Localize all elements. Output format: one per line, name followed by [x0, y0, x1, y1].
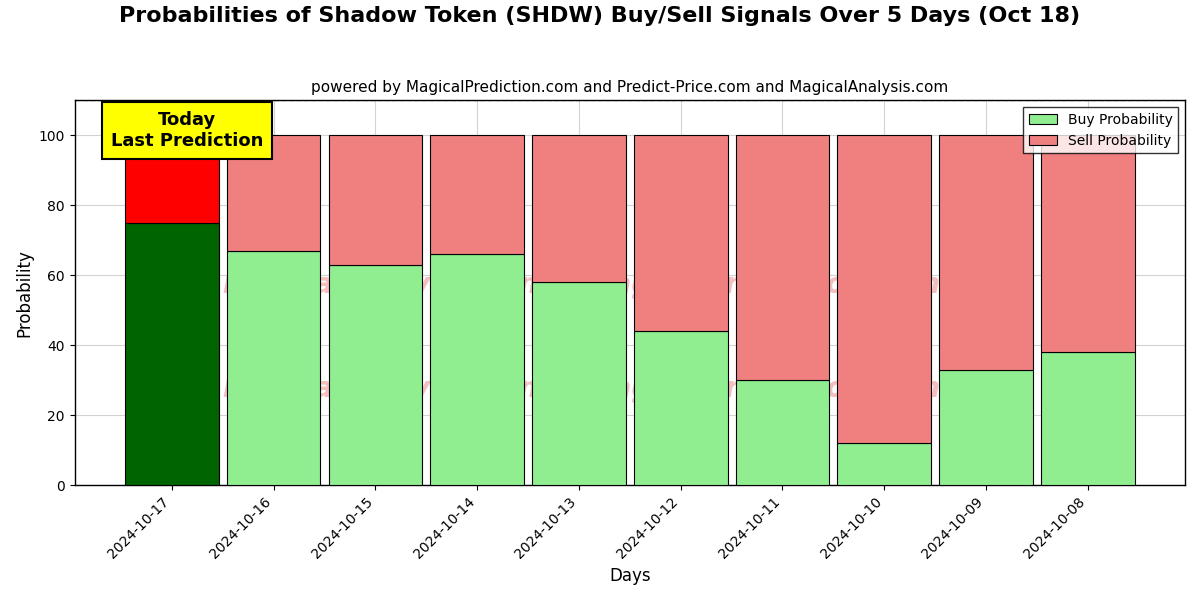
Text: MagicalPrediction.com: MagicalPrediction.com: [586, 271, 941, 299]
Bar: [329, 265, 422, 485]
Text: MagicalAnalysis.com: MagicalAnalysis.com: [223, 271, 548, 299]
Legend: Buy Probability, Sell Probability: Buy Probability, Sell Probability: [1024, 107, 1178, 154]
Bar: [227, 251, 320, 485]
Bar: [125, 136, 218, 223]
Bar: [329, 136, 422, 265]
Text: Today
Last Prediction: Today Last Prediction: [112, 111, 263, 149]
Bar: [940, 370, 1033, 485]
Bar: [227, 136, 320, 251]
Bar: [634, 331, 727, 485]
Bar: [736, 380, 829, 485]
Bar: [431, 254, 524, 485]
Text: MagicalPrediction.com: MagicalPrediction.com: [586, 375, 941, 403]
Text: Probabilities of Shadow Token (SHDW) Buy/Sell Signals Over 5 Days (Oct 18): Probabilities of Shadow Token (SHDW) Buy…: [120, 6, 1080, 26]
Bar: [1040, 352, 1134, 485]
Bar: [634, 136, 727, 331]
Bar: [838, 136, 931, 443]
Bar: [940, 136, 1033, 370]
Y-axis label: Probability: Probability: [16, 249, 34, 337]
Bar: [1040, 136, 1134, 352]
Bar: [838, 443, 931, 485]
Title: powered by MagicalPrediction.com and Predict-Price.com and MagicalAnalysis.com: powered by MagicalPrediction.com and Pre…: [311, 80, 948, 95]
X-axis label: Days: Days: [610, 567, 650, 585]
Bar: [125, 223, 218, 485]
Bar: [532, 136, 625, 282]
Bar: [532, 282, 625, 485]
Bar: [431, 136, 524, 254]
Text: MagicalAnalysis.com: MagicalAnalysis.com: [223, 375, 548, 403]
Bar: [736, 136, 829, 380]
